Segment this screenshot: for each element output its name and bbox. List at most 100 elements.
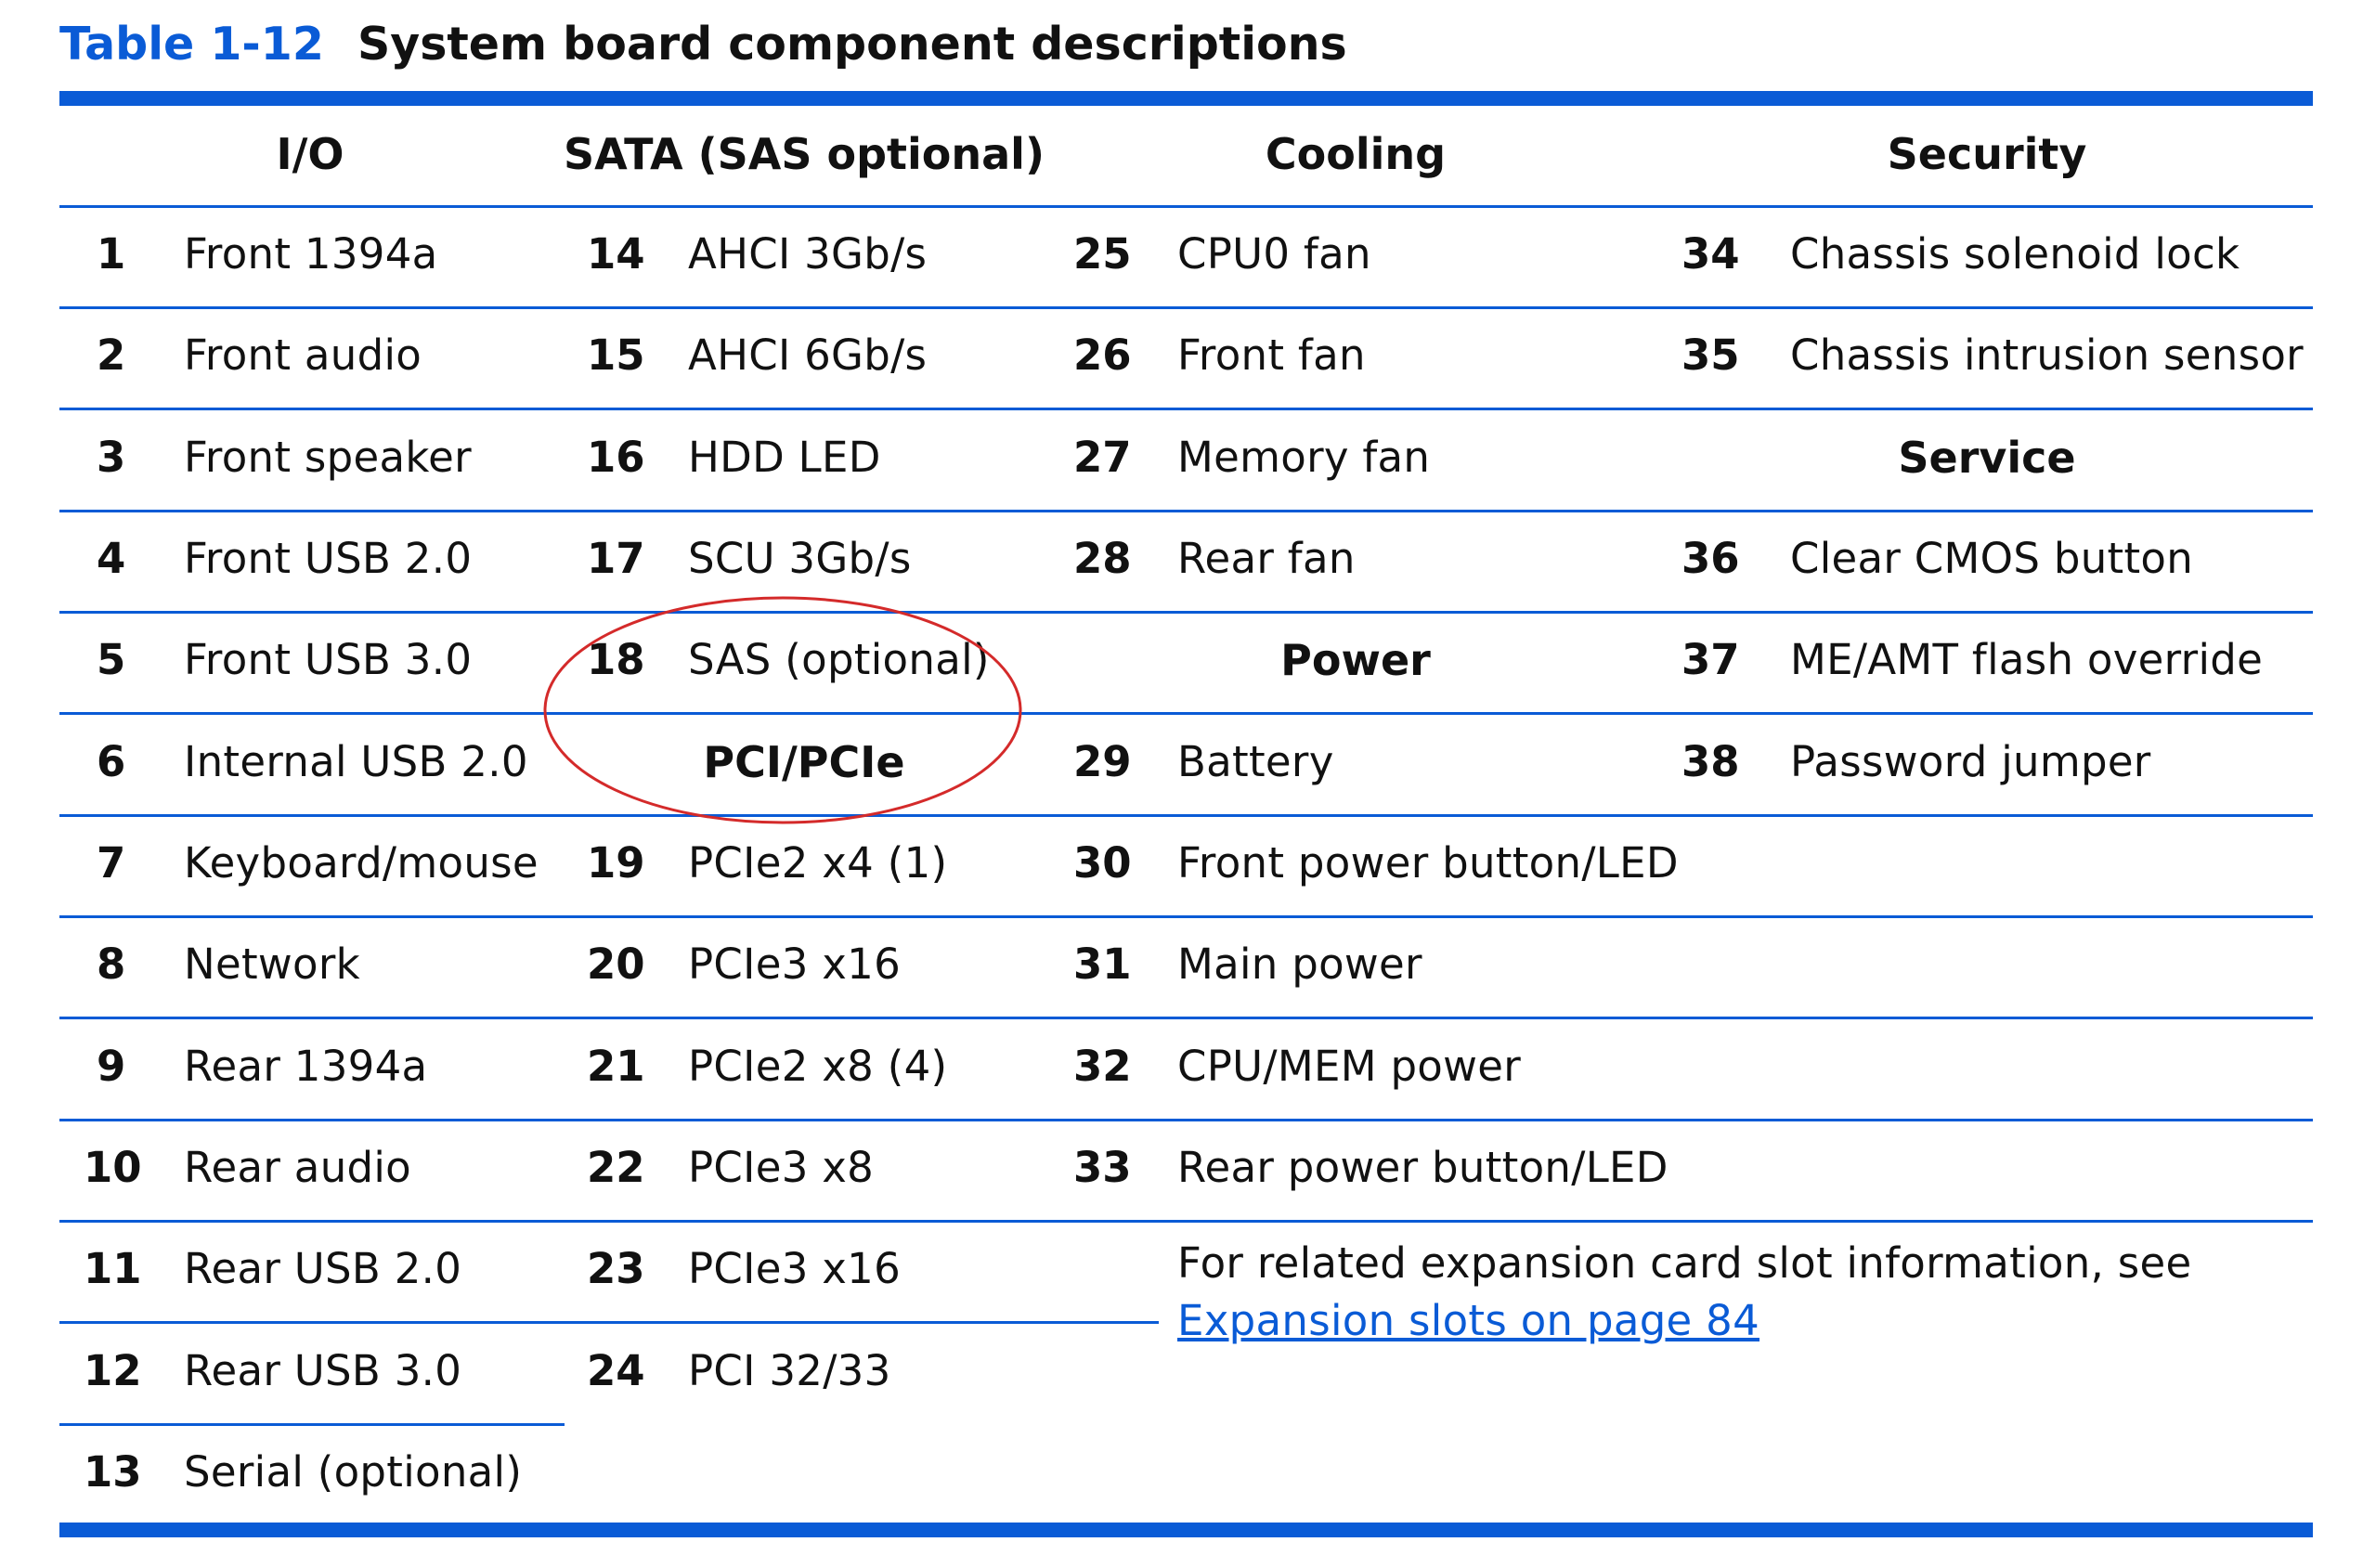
power-num: 29 [1073,737,1132,786]
io-label: Rear USB 2.0 [184,1244,462,1293]
power-label: Rear power button/LED [1177,1143,1668,1192]
power-label: Front power button/LED [1177,838,1679,888]
security-num: 35 [1681,330,1740,380]
table-bottom-rule [59,1523,2313,1537]
cooling-label: Memory fan [1177,433,1431,482]
pci-num: 20 [587,940,645,989]
io-num: 4 [97,534,126,583]
cooling-num: 26 [1073,330,1132,380]
power-label: CPU/MEM power [1177,1042,1522,1091]
pci-num: 19 [587,838,645,888]
io-label: Front USB 2.0 [184,534,473,583]
pci-num: 23 [587,1244,645,1293]
cooling-label: Rear fan [1177,534,1356,583]
power-num: 33 [1073,1143,1132,1192]
security-label: Chassis solenoid lock [1790,229,2240,279]
io-label: Rear USB 3.0 [184,1346,462,1395]
io-num: 12 [84,1346,142,1395]
expansion-note-text: For related expansion card slot informat… [1177,1238,2192,1288]
header-io: I/O [276,129,344,179]
io-num: 1 [97,229,126,279]
pci-label: PCIe2 x4 (1) [688,838,948,888]
service-num: 36 [1681,534,1740,583]
pci-label: PCIe2 x8 (4) [688,1042,948,1091]
sata-num: 16 [587,433,645,482]
row-rule [59,205,2313,208]
pci-num: 21 [587,1042,645,1091]
sata-num: 15 [587,330,645,380]
row-rule [59,712,2313,715]
sata-num: 17 [587,534,645,583]
row-rule [59,510,2313,512]
row-rule [59,1119,2313,1121]
security-label: Chassis intrusion sensor [1790,330,2304,380]
pci-label: PCIe3 x8 [688,1143,875,1192]
sata-label: HDD LED [688,433,881,482]
sata-label: AHCI 3Gb/s [688,229,928,279]
cooling-num: 27 [1073,433,1132,482]
cooling-label: Front fan [1177,330,1366,380]
expansion-note: For related expansion card slot informat… [1177,1235,2282,1350]
io-label: Front 1394a [184,229,438,279]
cooling-label: CPU0 fan [1177,229,1371,279]
service-label: Clear CMOS button [1790,534,2194,583]
row-rule [59,408,2313,410]
header-pci: PCI/PCIe [703,737,905,787]
header-security: Security [1887,129,2087,179]
io-label: Network [184,940,360,989]
row-rule [59,611,2313,614]
expansion-slots-link[interactable]: Expansion slots on page 84 [1177,1296,1760,1345]
pci-label: PCIe3 x16 [688,1244,902,1293]
row-rule-partial [59,1321,1159,1324]
power-num: 31 [1073,940,1132,989]
power-num: 32 [1073,1042,1132,1091]
annotation-circle [543,596,1022,824]
io-num: 2 [97,330,126,380]
sata-num: 18 [587,635,645,684]
header-power: Power [1280,635,1431,685]
table-title: System board component descriptions [357,18,1347,71]
io-num: 8 [97,940,126,989]
sata-label: SCU 3Gb/s [688,534,912,583]
pci-label: PCIe3 x16 [688,940,902,989]
io-label: Internal USB 2.0 [184,737,528,786]
sata-label: SAS (optional) [688,635,990,684]
pci-num: 24 [587,1346,645,1395]
header-sata: SATA (SAS optional) [564,129,1045,179]
power-label: Main power [1177,940,1422,989]
pci-label: PCI 32/33 [688,1346,891,1395]
header-cooling: Cooling [1265,129,1447,179]
row-rule [59,1017,2313,1019]
service-label: ME/AMT flash override [1790,635,2264,684]
io-num: 9 [97,1042,126,1091]
table-number: Table 1-12 [59,18,324,71]
io-label: Front USB 3.0 [184,635,473,684]
header-service: Service [1898,433,2076,483]
cooling-num: 28 [1073,534,1132,583]
io-num: 13 [84,1447,142,1497]
io-num: 11 [84,1244,142,1293]
service-label: Password jumper [1790,737,2151,786]
io-label: Front speaker [184,433,472,482]
io-label: Front audio [184,330,422,380]
io-label: Keyboard/mouse [184,838,539,888]
io-num: 6 [97,737,126,786]
table-caption: Table 1-12 System board component descrip… [59,17,1347,72]
row-rule-partial [59,1423,565,1426]
row-rule [59,814,2313,817]
sata-label: AHCI 6Gb/s [688,330,928,380]
row-rule [59,1220,2313,1223]
row-rule [59,306,2313,309]
sata-num: 14 [587,229,645,279]
io-num: 10 [84,1143,142,1192]
io-label: Serial (optional) [184,1447,523,1497]
io-label: Rear audio [184,1143,412,1192]
row-rule [59,915,2313,918]
pci-num: 22 [587,1143,645,1192]
annotation-ellipse [543,596,1022,824]
security-num: 34 [1681,229,1740,279]
io-num: 3 [97,433,126,482]
io-num: 7 [97,838,126,888]
io-num: 5 [97,635,126,684]
